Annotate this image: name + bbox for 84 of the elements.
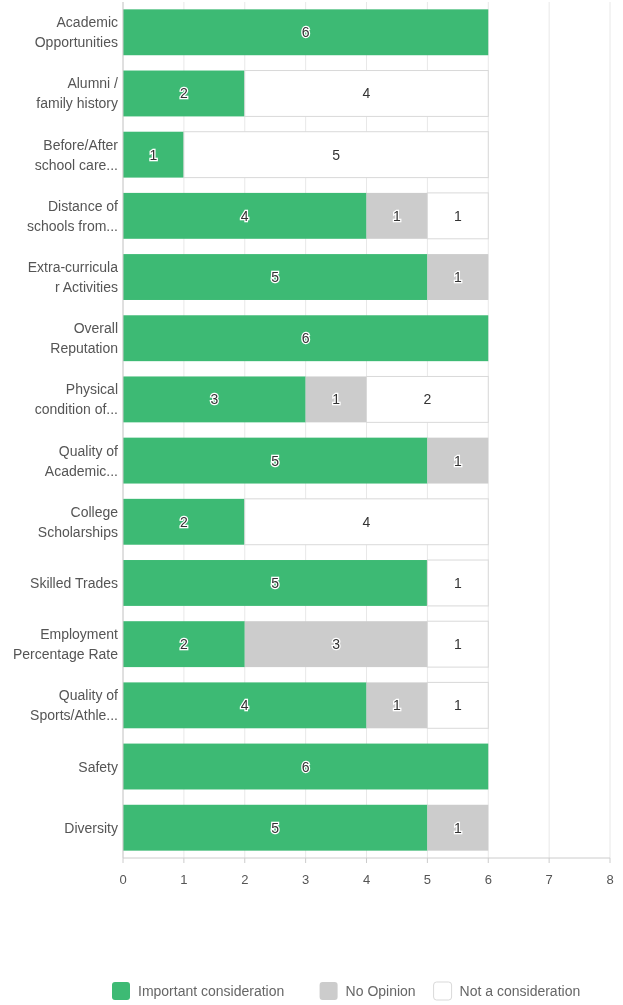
data-label: 3 [210,391,219,408]
data-label: 2 [423,391,432,408]
data-label: 1 [453,269,462,286]
bar [427,254,489,300]
bar [426,192,489,240]
data-label: 4 [362,85,371,102]
legend-label: Important consideration [138,983,285,999]
bar [123,131,184,178]
x-tick-label: 6 [484,872,492,887]
y-tick-label: Academic Opportunities [34,14,118,51]
x-tick-label: 8 [606,872,614,887]
x-tick-label: 3 [302,872,310,887]
data-label: 1 [149,146,158,163]
bar [427,437,489,484]
bar [123,9,489,56]
data-label: 1 [453,574,462,591]
bar [123,437,428,484]
data-label: 1 [332,391,341,408]
bar [123,70,245,117]
bar [244,70,489,117]
bar [123,743,489,790]
bar [366,375,489,423]
data-label: 5 [271,269,280,286]
bar [426,620,489,668]
bar [123,498,245,545]
bar [244,498,489,546]
data-label: 4 [240,697,249,714]
y-tick-label: College Scholarships [37,503,119,540]
x-tick-label: 2 [241,872,249,887]
data-label: 5 [271,819,280,836]
data-label: 1 [453,452,462,469]
data-label: 5 [271,574,280,591]
y-tick-label: Safety [78,758,118,775]
y-tick-label: Employment Percentage Rate [12,626,119,663]
y-tick-label: Alumni / family history [36,75,119,112]
bar [123,254,428,300]
x-tick-label: 5 [423,872,431,887]
data-label: 6 [301,758,310,775]
x-tick-label: 0 [119,872,127,887]
data-label: 4 [362,513,371,530]
y-tick-label: Before/After school care... [34,136,119,173]
y-tick-label: Physical condition of... [34,381,118,418]
y-tick-label: Overall Reputation [50,320,118,357]
data-label: 1 [453,207,462,224]
y-tick-label: Skilled Trades [30,574,118,591]
bar [426,559,489,607]
bar [183,131,489,179]
bar [305,376,367,423]
data-label: 5 [332,146,341,163]
bar [244,621,428,668]
data-label: 6 [301,24,310,41]
bar [427,804,489,851]
data-label: 1 [453,819,462,836]
data-label: 3 [332,636,341,653]
data-label: 4 [240,207,249,224]
data-label: 1 [393,207,402,224]
y-tick-label: Quality of Academic... [44,442,119,479]
data-label: 1 [453,636,462,653]
bar [123,376,306,423]
y-tick-label: Diversity [64,819,118,836]
bar [366,192,428,239]
y-tick-label: Distance of schools from... [26,197,119,234]
data-label: 1 [453,697,462,714]
data-label: 2 [179,636,188,653]
data-label: 2 [179,85,188,102]
bar [123,315,489,362]
bar [426,681,489,729]
x-tick-label: 4 [362,872,371,887]
legend-label: No Opinion [345,983,416,999]
y-tick-label: Quality of Sports/Athle... [30,687,119,724]
data-label: 6 [301,330,310,347]
bar [123,560,428,606]
data-label: 1 [393,697,402,714]
x-tick-label: 7 [545,872,553,887]
bar [123,682,367,729]
legend-label: Not a consideration [459,983,581,999]
x-tick-label: 1 [180,872,188,887]
bar [123,804,428,851]
bar [123,621,245,668]
bar [366,682,428,729]
y-tick-label: Extra-curricular Activities [27,259,119,296]
data-label: 2 [179,513,188,530]
bar [123,192,367,239]
data-label: 5 [271,452,280,469]
